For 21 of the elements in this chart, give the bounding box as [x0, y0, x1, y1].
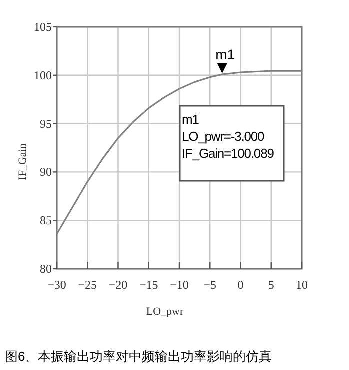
- x-tick-label: 0: [238, 278, 244, 292]
- y-axis-title: IF_Gain: [17, 143, 29, 180]
- y-tick-label: 85: [40, 214, 52, 228]
- x-tick-label: −15: [139, 278, 158, 292]
- annotation: m1 LO_pwr=-3.000 IF_Gain=100.089: [182, 112, 274, 161]
- x-tick-label: −30: [48, 278, 66, 292]
- y-tick-label: 95: [40, 116, 52, 131]
- y-tick-label: 105: [34, 20, 52, 34]
- x-tick-label: −10: [170, 278, 189, 292]
- caption: 图6、本振输出功率对中频输出功率影响的仿真: [5, 349, 272, 364]
- x-tick-label: 10: [296, 278, 308, 292]
- y-tick-label: 100: [34, 68, 52, 82]
- x-axis-title: LO_pwr: [146, 306, 184, 318]
- y-tick-label: 90: [40, 165, 52, 180]
- x-tick-label: −20: [108, 278, 128, 292]
- x-tick-label: 5: [268, 278, 274, 292]
- x-tick-label: −25: [78, 278, 98, 292]
- x-tick-label: −5: [204, 278, 217, 292]
- y-tick-label: 80: [40, 262, 52, 276]
- marker-box: m1 LO_pwr=-3.000 IF_Gain=100.089: [179, 105, 285, 182]
- annotation: m1: [216, 46, 236, 63]
